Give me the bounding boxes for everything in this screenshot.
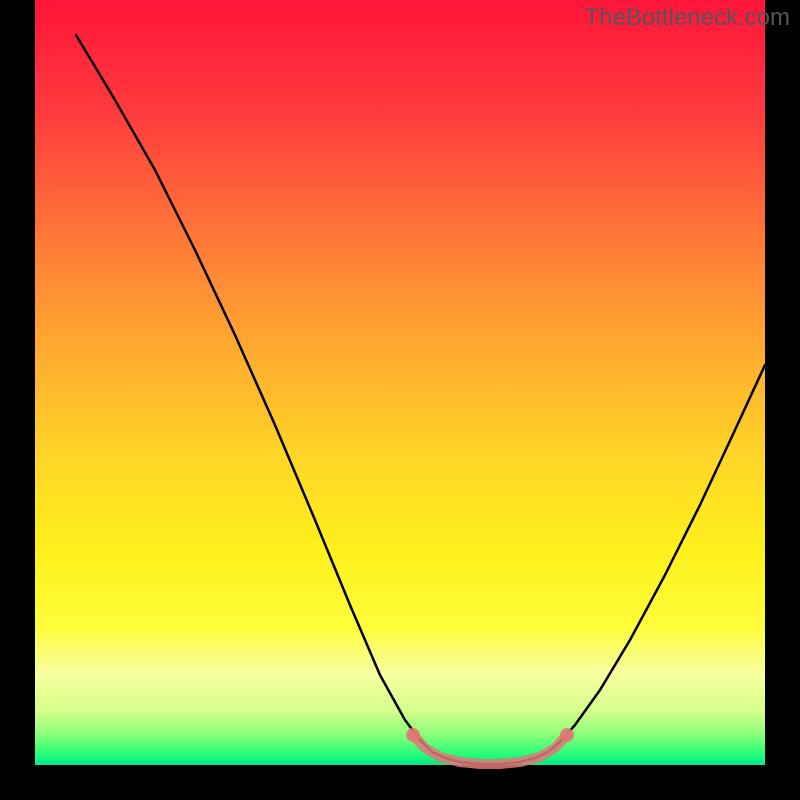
bottleneck-chart xyxy=(0,0,800,800)
chart-container: TheBottleneck.com xyxy=(0,0,800,800)
watermark-text: TheBottleneck.com xyxy=(585,4,790,32)
